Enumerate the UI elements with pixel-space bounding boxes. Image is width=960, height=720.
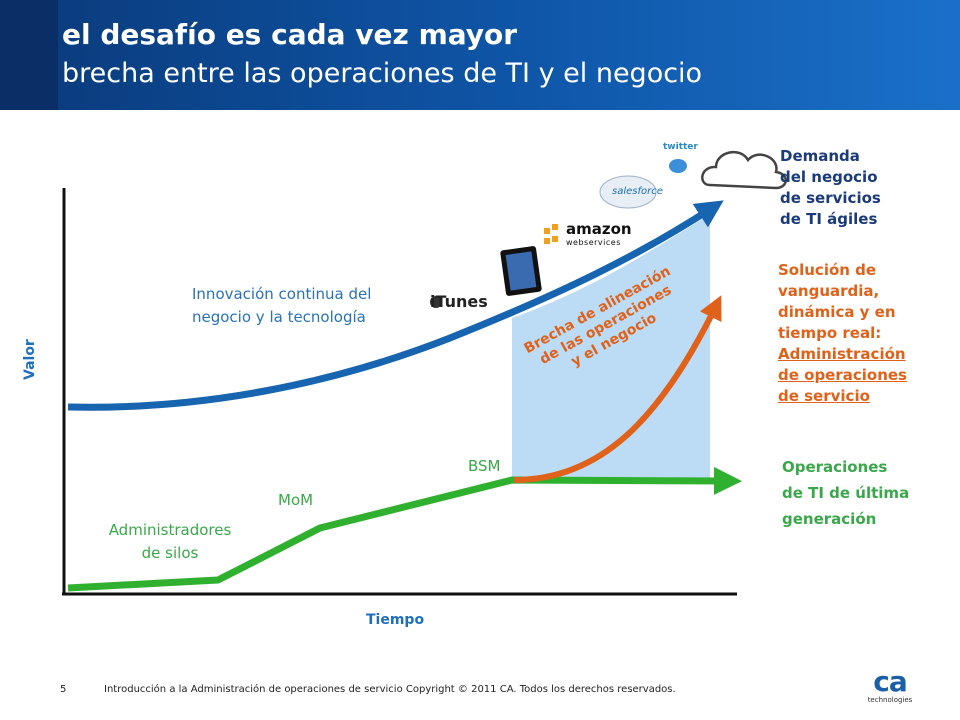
amazon-logo: amazon webservices <box>566 222 632 250</box>
amazon-logo-text: amazon <box>566 220 632 238</box>
y-axis-label: Valor <box>22 339 38 380</box>
alignment-gap-area <box>512 214 710 479</box>
footer-text: Introducción a la Administración de oper… <box>104 684 676 695</box>
silos-label-line: Administradores <box>108 521 232 539</box>
solution-link-line[interactable]: de servicio <box>778 387 870 405</box>
aws-cubes-icon <box>544 224 558 244</box>
itunes-logo: iTunes <box>430 292 488 311</box>
mom-label: MoM <box>278 491 314 509</box>
header-bar <box>0 0 960 110</box>
demand-label-line: de TI ágiles <box>780 210 878 228</box>
ca-logo-tagline: technologies <box>867 696 913 704</box>
demand-label-line: de servicios <box>780 189 881 207</box>
innovation-label-line: Innovación continua del <box>192 285 372 303</box>
twitter-bird-icon <box>669 159 687 173</box>
operations-label: Operaciones de TI de última generación <box>782 454 909 532</box>
operations-label-line: Operaciones <box>782 458 888 476</box>
solution-label: Solución de vanguardia, dinámica y en ti… <box>778 260 907 407</box>
solution-label-line: vanguardia, <box>778 282 880 300</box>
service-operations-curve <box>513 295 722 483</box>
apple-icon <box>430 296 442 308</box>
business-demand-curve <box>67 200 724 411</box>
innovation-label: Innovación continua del negocio y la tec… <box>192 283 371 329</box>
header-accent-strip <box>0 0 58 110</box>
solution-link-line[interactable]: Administración <box>778 345 906 363</box>
x-axis-label: Tiempo <box>366 612 425 628</box>
tablet-icon <box>500 246 542 296</box>
operations-label-line: de TI de última <box>782 484 910 502</box>
page-subtitle: brecha entre las operaciones de TI y el … <box>62 58 703 89</box>
silos-label-line: de silos <box>141 544 199 562</box>
demand-label-line: del negocio <box>780 168 878 186</box>
cloud-icon <box>701 150 787 190</box>
amazon-logo-subtext: webservices <box>566 238 621 247</box>
innovation-label-line: negocio y la tecnología <box>192 308 366 326</box>
operations-label-line: generación <box>782 510 877 528</box>
silos-label: Administradores de silos <box>100 519 240 565</box>
solution-label-line: tiempo real: <box>778 324 882 342</box>
salesforce-cloud-icon <box>599 175 657 209</box>
page-number: 5 <box>60 684 67 695</box>
solution-link-line[interactable]: de operaciones <box>778 366 907 384</box>
salesforce-logo: salesforce <box>612 186 663 197</box>
page-title: el desafío es cada vez mayor <box>62 18 518 51</box>
twitter-logo: twitter <box>663 142 698 152</box>
demand-label: Demanda del negocio de servicios de TI á… <box>780 146 881 230</box>
bsm-label: BSM <box>468 457 501 475</box>
demand-label-line: Demanda <box>780 147 860 165</box>
it-operations-curve <box>67 466 742 592</box>
solution-label-line: Solución de <box>778 261 877 279</box>
solution-label-line: dinámica y en <box>778 303 896 321</box>
ca-technologies-logo: ca technologies <box>866 665 914 705</box>
ca-logo-mark: ca <box>873 665 908 698</box>
